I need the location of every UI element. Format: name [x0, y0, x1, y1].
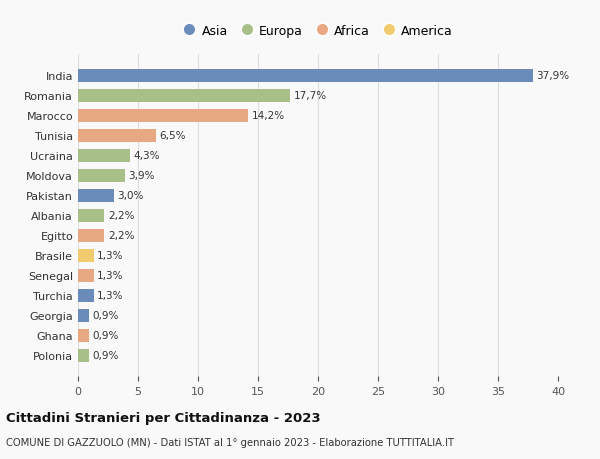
Bar — [78, 349, 89, 362]
Legend: Asia, Europa, Africa, America: Asia, Europa, Africa, America — [178, 20, 458, 43]
Bar — [78, 249, 94, 262]
Bar — [78, 90, 290, 102]
Text: 3,9%: 3,9% — [128, 171, 155, 181]
Bar — [78, 269, 94, 282]
Text: 17,7%: 17,7% — [294, 91, 327, 101]
Text: 6,5%: 6,5% — [160, 131, 186, 141]
Text: 0,9%: 0,9% — [92, 350, 119, 360]
Text: Cittadini Stranieri per Cittadinanza - 2023: Cittadini Stranieri per Cittadinanza - 2… — [6, 412, 320, 425]
Text: COMUNE DI GAZZUOLO (MN) - Dati ISTAT al 1° gennaio 2023 - Elaborazione TUTTITALI: COMUNE DI GAZZUOLO (MN) - Dati ISTAT al … — [6, 437, 454, 448]
Bar — [78, 189, 114, 202]
Bar — [78, 229, 104, 242]
Text: 2,2%: 2,2% — [108, 211, 134, 221]
Text: 37,9%: 37,9% — [536, 71, 569, 81]
Text: 3,0%: 3,0% — [118, 191, 144, 201]
Text: 1,3%: 1,3% — [97, 251, 124, 261]
Bar — [78, 110, 248, 123]
Bar — [78, 169, 125, 182]
Text: 1,3%: 1,3% — [97, 291, 124, 301]
Bar — [78, 209, 104, 222]
Text: 4,3%: 4,3% — [133, 151, 160, 161]
Text: 1,3%: 1,3% — [97, 270, 124, 280]
Bar — [78, 309, 89, 322]
Text: 0,9%: 0,9% — [92, 330, 119, 340]
Bar — [78, 289, 94, 302]
Bar — [78, 70, 533, 83]
Text: 0,9%: 0,9% — [92, 310, 119, 320]
Text: 2,2%: 2,2% — [108, 231, 134, 241]
Bar — [78, 150, 130, 162]
Text: 14,2%: 14,2% — [252, 111, 285, 121]
Bar — [78, 129, 156, 142]
Bar — [78, 329, 89, 342]
